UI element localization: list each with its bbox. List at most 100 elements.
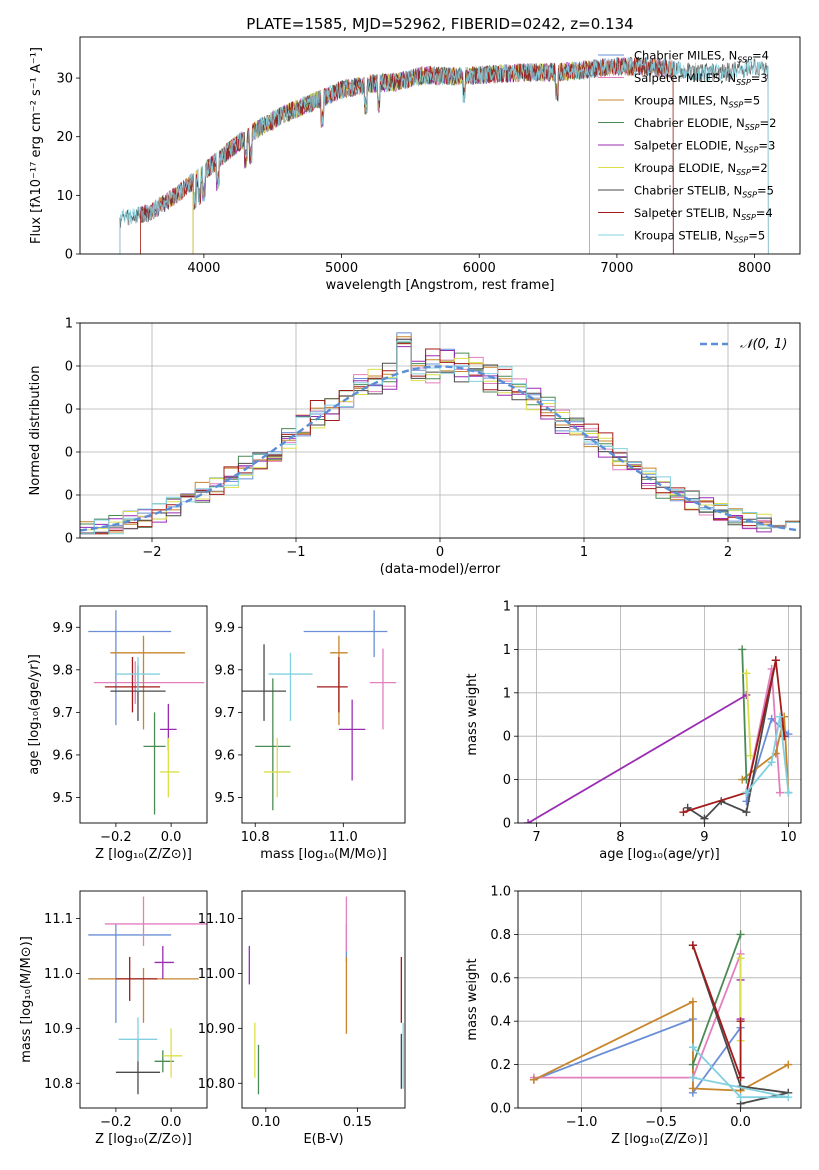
weight-point-chabrier_stelib — [700, 814, 709, 823]
legend-label-salpeter_stelib: Salpeter STELIB, NSSP=4 — [634, 206, 773, 222]
x-tick-label: 0.10 — [251, 1115, 280, 1130]
weight-point-salpeter_stelib — [688, 941, 697, 950]
weight-point-kroupa_stelib — [784, 788, 793, 797]
legend-label-chabrier_miles: Chabrier MILES, NSSP=4 — [634, 49, 769, 65]
y-tick-label: 20 — [56, 130, 73, 145]
weight-point-chabrier_elodie — [688, 1060, 697, 1069]
weight-point-salpeter_stelib — [771, 656, 780, 665]
weight-point-kroupa_elodie — [746, 751, 755, 760]
y-tick-label: 0 — [503, 730, 511, 745]
y-axis-label: mass [log₁₀(M/M⊙)] — [19, 936, 34, 1063]
x-tick-label: −2 — [142, 545, 161, 560]
y-tick-label: 11.10 — [198, 912, 235, 927]
y-axis-label: mass weight — [465, 958, 480, 1040]
x-tick-label: 8000 — [738, 261, 771, 276]
normal-curve — [80, 365, 800, 532]
weight-line-chabrier_elodie — [692, 934, 742, 1065]
weight-point-kroupa_miles — [784, 1060, 793, 1069]
y-tick-label: 30 — [56, 72, 73, 87]
y-tick-label: 1 — [503, 643, 511, 658]
axes-frame — [241, 890, 406, 1109]
x-axis-label: wavelength [Angstrom, rest frame] — [326, 278, 555, 293]
weight_vs_Z-panel: −1.0 −0.5 0.0 0.0 0.2 0.4 0.6 0.8 1.0 Z [log₁₀(Z/… — [465, 885, 802, 1147]
weight-point-kroupa_stelib — [767, 758, 776, 767]
legend-label-kroupa_elodie: Kroupa ELODIE, NSSP=2 — [634, 161, 768, 177]
x-axis-label: Z [log₁₀(Z/Z⊙)] — [95, 1132, 192, 1147]
weight-line-kroupa_stelib — [692, 1046, 789, 1099]
legend-label-salpeter_miles: Salpeter MILES, NSSP=3 — [634, 71, 768, 87]
residuals-plot-area — [80, 332, 800, 535]
weight-point-kroupa_miles — [529, 1075, 538, 1084]
weight-point-kroupa_elodie — [742, 669, 751, 678]
x-tick-label: 4000 — [187, 261, 220, 276]
x-tick-label: 10 — [780, 830, 797, 845]
weight-point-chabrier_elodie — [738, 645, 747, 654]
age_vs_Z-panel: −0.2 0.0 9.5 9.6 9.7 9.8 9.9 Z [log₁₀(Z/Z⊙)] age… — [27, 605, 208, 862]
x-tick-label: 6000 — [463, 261, 496, 276]
weight-point-salpeter_elodie — [742, 690, 751, 699]
x-axis-label: (data-model)/error — [380, 562, 501, 577]
legend-label-normal: 𝒩(0, 1) — [740, 337, 787, 352]
weight-point-kroupa_miles — [688, 997, 697, 1006]
y-tick-label: 0 — [65, 403, 73, 418]
x-tick-label: 0.0 — [161, 1115, 182, 1130]
histogram-kroupa_stelib — [80, 340, 800, 535]
y-tick-label: 9.6 — [52, 748, 73, 763]
x-tick-label: 0.15 — [343, 1115, 372, 1130]
legend-label-salpeter_elodie: Salpeter ELODIE, NSSP=3 — [634, 139, 775, 155]
y-tick-label: 0.0 — [490, 1102, 511, 1117]
x-tick-label: 1 — [580, 545, 588, 560]
x-tick-label: 10.8 — [241, 830, 270, 845]
spectrum-plot-area — [119, 56, 769, 254]
legend-label-kroupa_miles: Kroupa MILES, NSSP=5 — [634, 94, 760, 110]
x-tick-label: 11.0 — [329, 830, 358, 845]
mass_vs_ebv-plot-area — [248, 896, 404, 1095]
y-tick-label: 0 — [65, 248, 73, 263]
weight-line-chabrier_stelib — [692, 945, 789, 1105]
x-tick-label: 7 — [532, 830, 540, 845]
x-tick-label: 0 — [436, 545, 444, 560]
weight-point-salpeter_stelib — [679, 808, 688, 817]
weight-point-salpeter_miles — [776, 788, 785, 797]
y-axis-label: Normed distribution — [28, 366, 43, 496]
y-tick-label: 9.9 — [214, 621, 235, 636]
mass_vs_Z-panel: −0.2 0.0 10.8 10.9 11.0 11.1 Z [log₁₀(Z/Z⊙)] ma… — [19, 890, 208, 1147]
weight-point-chabrier_stelib — [742, 808, 751, 817]
weight-line-kroupa_elodie — [745, 673, 752, 756]
spectrum-salpeter_stelib — [140, 56, 674, 254]
x-tick-label: 9 — [700, 830, 708, 845]
y-tick-label: 1 — [65, 317, 73, 332]
axes-frame — [241, 605, 406, 824]
y-tick-label: 9.7 — [214, 706, 235, 721]
axes-frame — [79, 890, 208, 1109]
x-tick-label: 5000 — [325, 261, 358, 276]
y-tick-label: 9.8 — [52, 663, 73, 678]
x-tick-label: −0.2 — [100, 1115, 132, 1130]
y-tick-label: 10.8 — [44, 1077, 73, 1092]
chart-title: PLATE=1585, MJD=52962, FIBERID=0242, z=0… — [246, 15, 633, 33]
weight-point-salpeter_elodie — [524, 819, 533, 823]
age_vs_mass-plot-area — [242, 610, 397, 811]
y-axis-label: age [log₁₀(age/yr)] — [27, 654, 42, 775]
legend-label-chabrier_stelib: Chabrier STELIB, NSSP=5 — [634, 184, 774, 200]
x-tick-label: 0.0 — [730, 1115, 751, 1130]
weight-point-kroupa_stelib — [776, 712, 785, 721]
x-tick-label: −1 — [286, 545, 305, 560]
y-tick-label: 9.9 — [52, 621, 73, 636]
x-axis-label: Z [log₁₀(Z/Z⊙)] — [611, 1132, 708, 1147]
weight-line-salpeter_elodie — [527, 694, 747, 823]
mass_vs_Z-plot-area — [88, 896, 207, 1095]
weight-point-kroupa_stelib — [688, 1043, 697, 1052]
x-axis-label: age [log₁₀(age/yr)] — [599, 847, 720, 862]
weight-point-salpeter_stelib — [736, 1073, 745, 1082]
histogram-salpeter_stelib — [80, 343, 800, 535]
x-axis-label: E(B-V) — [303, 1132, 343, 1147]
axes-frame — [79, 322, 801, 539]
weight-point-kroupa_stelib — [736, 1093, 745, 1102]
weight_vs_Z-plot-area — [529, 930, 793, 1108]
y-tick-label: 0 — [503, 817, 511, 832]
axes-frame — [517, 890, 802, 1109]
y-tick-label: 0 — [503, 773, 511, 788]
weight_vs_age-plot-area — [524, 645, 793, 823]
